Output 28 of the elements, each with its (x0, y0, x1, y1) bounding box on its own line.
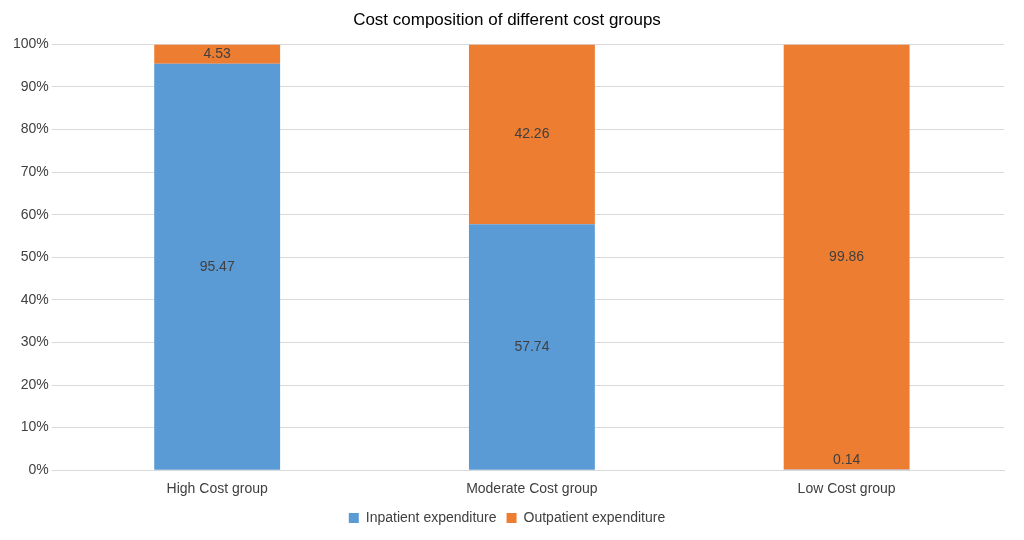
y-tick-label: 40% (20, 290, 49, 307)
data-label: 57.74 (514, 337, 550, 354)
bar (783, 44, 910, 470)
x-tick-label: Low Cost group (797, 480, 896, 497)
y-tick-label: 10% (20, 418, 49, 435)
y-tick-label: 80% (20, 120, 49, 137)
data-label: 99.86 (829, 247, 865, 264)
y-tick-label: 0% (28, 461, 49, 478)
bar (154, 44, 281, 64)
y-tick-label: 50% (20, 248, 49, 265)
bar (154, 63, 281, 470)
chart-title: Cost composition of different cost groups (353, 9, 661, 29)
y-tick-label: 20% (20, 375, 49, 392)
bar (468, 224, 595, 470)
y-tick-label: 100% (12, 35, 49, 52)
y-tick-label: 60% (20, 205, 49, 222)
y-tick-label: 30% (20, 333, 49, 350)
x-tick-label: Moderate Cost group (466, 480, 598, 497)
x-tick-label: High Cost group (166, 480, 268, 497)
data-label: 42.26 (514, 125, 550, 142)
legend-label: Inpatient expenditure (365, 508, 497, 525)
data-label: 4.53 (203, 44, 232, 61)
data-label: 0.14 (833, 450, 861, 467)
y-tick-label: 70% (20, 163, 49, 179)
legend-label: Outpatient expenditure (523, 508, 666, 525)
bar (468, 44, 595, 225)
data-label: 95.47 (199, 257, 235, 274)
y-tick-label: 90% (20, 77, 49, 94)
